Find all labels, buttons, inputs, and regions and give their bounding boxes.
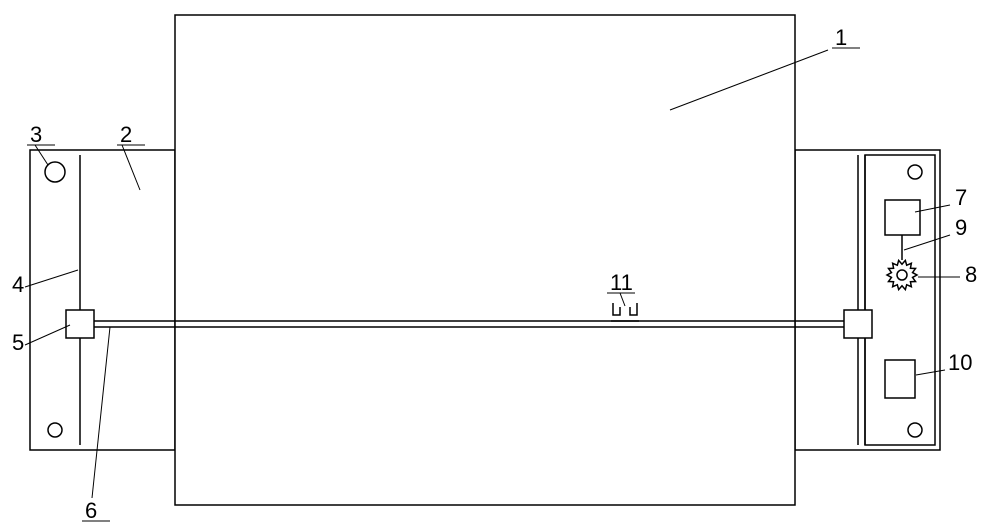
- gear-8-hub: [897, 270, 907, 280]
- corner-hole-1: [48, 423, 62, 437]
- label-5-leader: [25, 325, 70, 345]
- label-3: 3: [30, 122, 42, 147]
- label-3-leader: [35, 145, 48, 165]
- label-1: 1: [835, 25, 847, 50]
- label-6-leader: [92, 327, 110, 498]
- right-flange: [795, 150, 940, 450]
- label-10: 10: [948, 350, 972, 375]
- gear-8-teeth: [887, 260, 917, 289]
- corner-hole-2: [908, 165, 922, 179]
- component-7: [885, 200, 920, 235]
- label-6: 6: [85, 498, 97, 523]
- label-2-leader: [122, 145, 140, 190]
- label-7: 7: [955, 185, 967, 210]
- label-5: 5: [12, 330, 24, 355]
- engineering-diagram: 1 2 3 4 5 6 7 8 9 10 11: [0, 0, 1000, 525]
- central-body: [175, 15, 795, 505]
- left-flange: [30, 150, 175, 450]
- label-4: 4: [12, 272, 24, 297]
- corner-hole-3: [908, 423, 922, 437]
- component-10: [885, 360, 915, 398]
- label-8: 8: [965, 262, 977, 287]
- label-9: 9: [955, 215, 967, 240]
- label-9-leader: [904, 235, 950, 250]
- right-inner-panel: [865, 155, 935, 445]
- label-4-leader: [25, 270, 78, 287]
- slider-left: [66, 310, 94, 338]
- label-11: 11: [610, 270, 633, 295]
- slider-right-0: [844, 310, 872, 338]
- label-2: 2: [120, 122, 132, 147]
